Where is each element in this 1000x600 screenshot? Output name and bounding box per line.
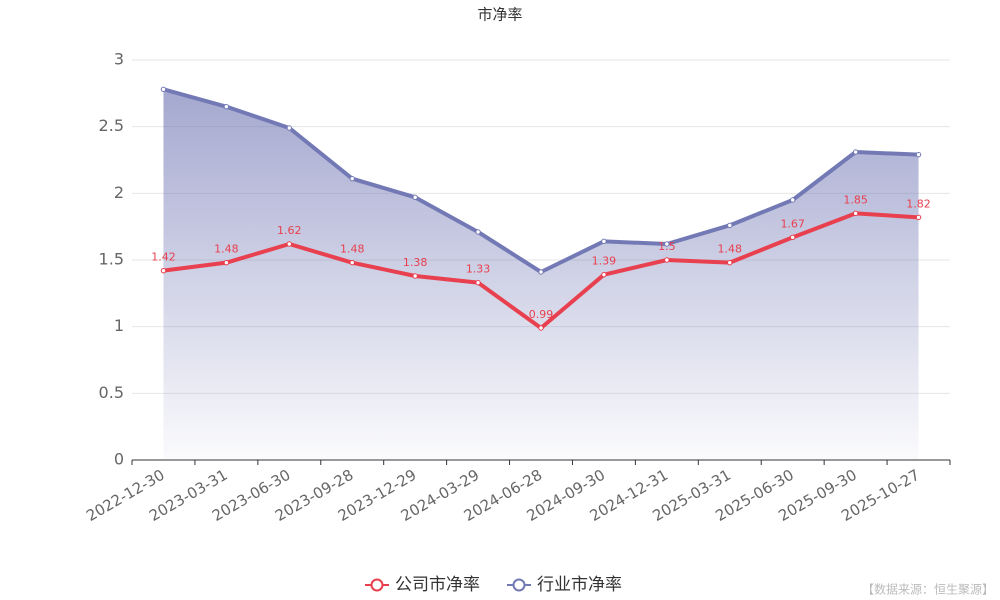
data-label: 1.48: [214, 243, 239, 256]
point: [915, 214, 922, 221]
point: [601, 271, 607, 278]
y-tick-label: 0.5: [99, 383, 124, 402]
legend-icon: [370, 578, 384, 592]
legend-label: 公司市净率: [395, 575, 480, 595]
point: [852, 210, 859, 217]
data-label: 1.39: [592, 255, 617, 268]
data-label: 0.99: [529, 308, 554, 321]
data-label: 1.38: [403, 256, 428, 269]
point: [789, 234, 796, 241]
point: [286, 241, 293, 247]
source-note: 【数据来源：恒生聚源】: [862, 582, 994, 597]
point: [223, 103, 230, 110]
point: [852, 149, 859, 155]
data-label: 1.48: [718, 243, 743, 256]
data-label: 1.5: [658, 240, 676, 253]
y-tick-label: 1.5: [99, 250, 124, 269]
data-label: 1.48: [340, 243, 365, 256]
point: [349, 259, 355, 266]
point: [286, 125, 293, 131]
point: [475, 229, 481, 235]
point: [160, 267, 167, 274]
point: [789, 197, 796, 203]
data-label: 1.42: [151, 251, 176, 264]
point: [664, 257, 670, 263]
chart-title: 市净率: [477, 6, 522, 24]
point: [664, 241, 670, 247]
y-tick-label: 2: [114, 183, 124, 202]
point: [412, 194, 418, 201]
y-tick-label: 1: [114, 316, 124, 335]
point: [727, 222, 733, 229]
point: [223, 259, 230, 266]
point: [538, 269, 544, 275]
point: [601, 238, 607, 245]
y-tick-label: 3: [114, 50, 124, 69]
legend-icon: [512, 578, 526, 592]
point: [160, 86, 167, 93]
legend-label: 行业市净率: [537, 575, 622, 595]
data-label: 1.62: [277, 224, 302, 237]
y-tick-label: 0: [114, 450, 124, 469]
point: [475, 279, 481, 286]
data-label: 1.85: [843, 193, 868, 206]
point: [538, 325, 544, 331]
point: [727, 259, 733, 266]
point: [412, 273, 418, 279]
point: [915, 151, 922, 158]
data-label: 1.82: [906, 197, 931, 210]
y-tick-label: 2.5: [99, 116, 124, 135]
data-label: 1.67: [780, 217, 805, 230]
data-label: 1.33: [466, 263, 491, 276]
point: [349, 175, 355, 182]
